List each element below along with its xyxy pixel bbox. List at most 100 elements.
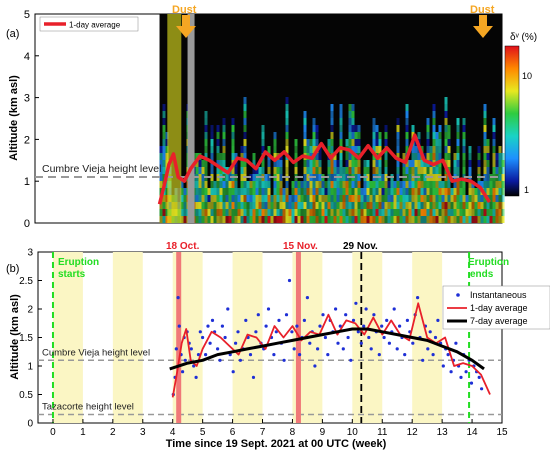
heatmap-cell <box>435 167 439 174</box>
heatmap-cell <box>243 125 247 132</box>
heatmap-cell <box>264 195 268 202</box>
panel-b-y-tick-label: 1.5 <box>19 333 33 344</box>
heatmap-cell <box>339 181 343 188</box>
heatmap-cell <box>285 118 289 125</box>
heatmap-cell <box>495 209 499 216</box>
heatmap-cell <box>264 216 268 223</box>
heatmap-cell <box>222 118 226 125</box>
heatmap-cell <box>324 188 328 195</box>
heatmap-cell <box>267 167 271 174</box>
heatmap-cell <box>492 202 496 209</box>
instantaneous-point <box>446 353 450 357</box>
heatmap-cell <box>402 216 406 223</box>
heatmap-cell <box>312 139 316 146</box>
heatmap-cell <box>321 188 325 195</box>
heatmap-cell <box>216 146 220 153</box>
heatmap-cell <box>483 195 487 202</box>
instantaneous-point <box>295 324 299 328</box>
heatmap-cell <box>414 195 418 202</box>
heatmap-cell <box>252 181 256 188</box>
heatmap-cell <box>210 125 214 132</box>
heatmap-cell <box>426 146 430 153</box>
heatmap-cell <box>453 209 457 216</box>
heatmap-cell <box>279 195 283 202</box>
heatmap-cell <box>420 209 424 216</box>
panel-a-y-tick-label: 2 <box>24 134 30 146</box>
panel-a-y-ticks: 0 1 2 3 4 5 <box>24 9 39 230</box>
heatmap-cell <box>441 202 445 209</box>
heatmap-cell <box>444 181 448 188</box>
heatmap-cell <box>282 209 286 216</box>
heatmap-cell <box>201 209 205 216</box>
heatmap-cell <box>357 167 361 174</box>
heatmap-cell <box>249 202 253 209</box>
heatmap-cell <box>450 209 454 216</box>
heatmap-cell <box>447 139 451 146</box>
heatmap-cell <box>372 139 376 146</box>
heatmap-cell <box>297 216 301 223</box>
panel-b-x-axis-label: Time since 19 Sept. 2021 at 00 UTC (week… <box>166 438 387 450</box>
heatmap-cell <box>336 181 340 188</box>
heatmap-cell <box>387 216 391 223</box>
heatmap-cell <box>333 160 337 167</box>
heatmap-cell <box>414 146 418 153</box>
heatmap-cell <box>243 139 247 146</box>
instantaneous-point <box>395 347 399 351</box>
heatmap-cell <box>357 209 361 216</box>
heatmap-cell <box>324 216 328 223</box>
heatmap-cell <box>162 104 166 111</box>
heatmap-cell <box>195 153 199 160</box>
heatmap-cell <box>474 188 478 195</box>
heatmap-cell <box>315 174 319 181</box>
heatmap-cell <box>396 209 400 216</box>
heatmap-cell <box>201 167 205 174</box>
heatmap-cell <box>483 118 487 125</box>
heatmap-cell <box>456 146 460 153</box>
heatmap-cell <box>405 132 409 139</box>
heatmap-cell <box>501 153 505 160</box>
heatmap-cell <box>321 202 325 209</box>
heatmap-cell <box>348 160 352 167</box>
heatmap-cell <box>489 195 493 202</box>
heatmap-cell <box>282 195 286 202</box>
heatmap-cell <box>357 202 361 209</box>
heatmap-cell <box>459 216 463 223</box>
heatmap-cell <box>276 209 280 216</box>
heatmap-cell <box>225 188 229 195</box>
heatmap-cell <box>453 202 457 209</box>
heatmap-cell <box>162 216 166 223</box>
heatmap-cell <box>330 195 334 202</box>
heatmap-cell <box>405 188 409 195</box>
instantaneous-point <box>464 370 468 374</box>
heatmap-cell <box>315 195 319 202</box>
instantaneous-point <box>287 278 292 283</box>
heatmap-cell <box>342 216 346 223</box>
heatmap-cell <box>375 209 379 216</box>
heatmap-cell <box>432 209 436 216</box>
heatmap-cell <box>426 209 430 216</box>
heatmap-cell <box>285 132 289 139</box>
heatmap-cell <box>498 181 502 188</box>
panel-b-y-tick-label: 2.5 <box>19 276 33 287</box>
heatmap-cell <box>417 181 421 188</box>
heatmap-cell <box>240 188 244 195</box>
panel-b-x-tick-label: 2 <box>110 427 116 438</box>
heatmap-cell <box>213 181 217 188</box>
heatmap-cell <box>438 139 442 146</box>
heatmap-cell <box>411 153 415 160</box>
heatmap-cell <box>279 202 283 209</box>
heatmap-cell <box>231 125 235 132</box>
heatmap-cell <box>303 125 307 132</box>
heatmap-cell <box>423 209 427 216</box>
heatmap-cell <box>162 209 166 216</box>
heatmap-cell <box>396 195 400 202</box>
instantaneous-point <box>344 313 348 317</box>
heatmap-cell <box>339 202 343 209</box>
heatmap-cell <box>495 181 499 188</box>
instantaneous-point <box>449 370 453 374</box>
heatmap-cell <box>318 167 322 174</box>
heatmap-cell <box>165 132 169 139</box>
heatmap-cell <box>336 216 340 223</box>
heatmap-cell <box>180 216 184 223</box>
heatmap-cell <box>309 188 313 195</box>
